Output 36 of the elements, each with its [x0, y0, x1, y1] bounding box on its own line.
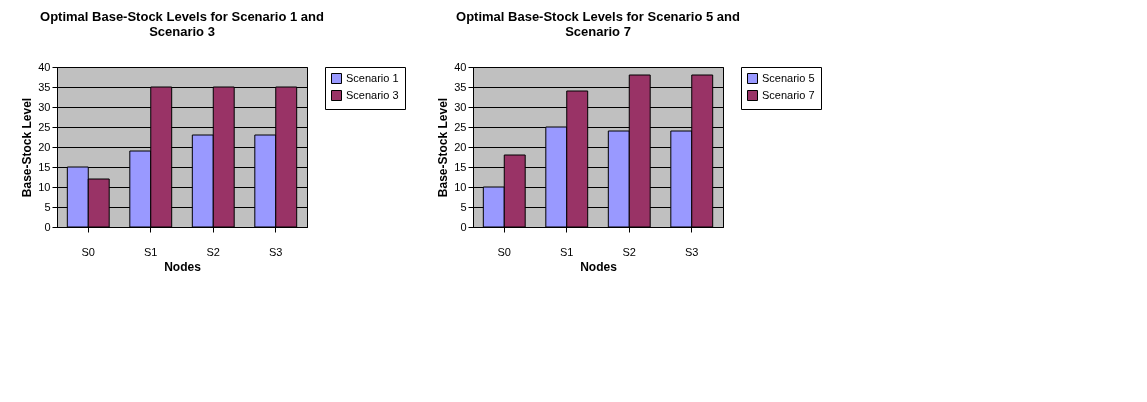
- y-tick-label: 30: [38, 100, 51, 113]
- x-axis-title: Nodes: [580, 259, 618, 274]
- y-tick-label: 25: [38, 120, 51, 133]
- y-tick-label: 25: [454, 120, 467, 133]
- y-tick-label: 5: [460, 200, 467, 213]
- y-tick-label: 40: [454, 60, 467, 73]
- y-tick-label: 10: [38, 180, 51, 193]
- y-tick-label: 0: [460, 220, 467, 233]
- y-tick-label: 35: [454, 80, 467, 93]
- y-tick-label: 20: [454, 140, 467, 153]
- x-tick-label: S1: [560, 245, 574, 258]
- y-tick-label: 40: [38, 60, 51, 73]
- chart-title: Optimal Base-Stock Levels for Scenario 1 and Scenario 3: [40, 9, 325, 39]
- y-tick-label: 20: [38, 140, 51, 153]
- legend-label: Scenario 7: [762, 88, 815, 101]
- x-tick-label: S3: [685, 245, 699, 258]
- y-tick-label: 10: [454, 180, 467, 193]
- x-tick-label: S0: [81, 245, 95, 258]
- y-tick-label: 0: [44, 220, 51, 233]
- chart-title: Optimal Base-Stock Levels for Scenario 5 and Scenario 7: [456, 9, 741, 39]
- x-tick-label: S3: [269, 245, 283, 258]
- x-axis-title: Nodes: [164, 259, 202, 274]
- y-tick-label: 15: [38, 160, 51, 173]
- x-tick-label: S0: [497, 245, 511, 258]
- legend-label: Scenario 3: [346, 88, 399, 101]
- x-tick-label: S1: [144, 245, 158, 258]
- y-tick-label: 30: [454, 100, 467, 113]
- legend-label: Scenario 1: [346, 71, 399, 84]
- x-tick-label: S2: [206, 245, 220, 258]
- x-tick-label: S2: [622, 245, 636, 258]
- y-tick-label: 35: [38, 80, 51, 93]
- y-tick-label: 15: [454, 160, 467, 173]
- y-tick-label: 5: [44, 200, 51, 213]
- y-axis-title: Base-Stock Level: [20, 97, 35, 198]
- legend-label: Scenario 5: [762, 71, 815, 84]
- y-axis-title: Base-Stock Level: [436, 97, 451, 198]
